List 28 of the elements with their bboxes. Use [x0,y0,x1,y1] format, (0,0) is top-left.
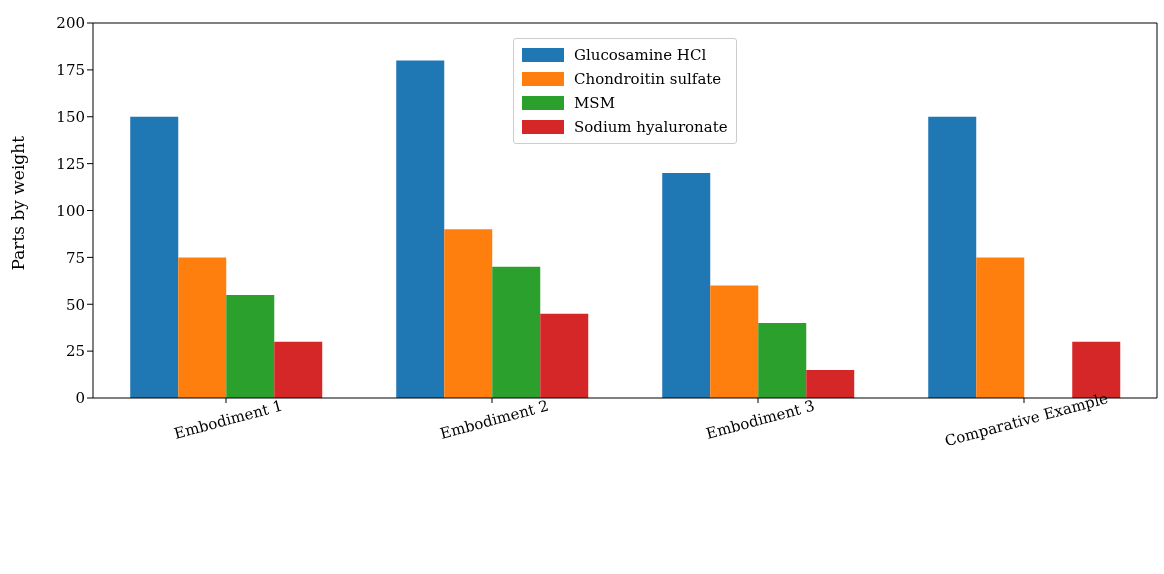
y-tick-label: 125 [56,154,85,173]
y-tick-label: 25 [65,342,85,361]
legend-label: MSM [574,94,615,112]
y-tick-label: 50 [65,295,85,314]
y-axis-title: Parts by weight [8,135,29,271]
y-tick-label: 200 [56,14,85,33]
legend-label: Glucosamine HCl [574,46,707,64]
y-tick-label: 150 [56,108,85,127]
bar [662,173,711,398]
bar [130,116,179,398]
bar [976,257,1025,398]
bar [492,266,541,398]
bar [806,369,855,398]
y-tick-label: 75 [65,248,85,267]
bar [540,313,589,398]
y-tick-label: 100 [56,201,85,220]
y-tick-label: 175 [56,61,85,80]
bar [274,341,323,398]
bar [710,285,759,398]
legend-label: Chondroitin sulfate [574,70,722,88]
bar [928,116,977,398]
bar [226,294,275,398]
bar [758,323,807,398]
legend-label: Sodium hyaluronate [574,118,728,136]
bar [396,60,445,398]
y-tick-label: 0 [75,389,85,408]
bar [444,229,493,398]
bar [178,257,227,398]
